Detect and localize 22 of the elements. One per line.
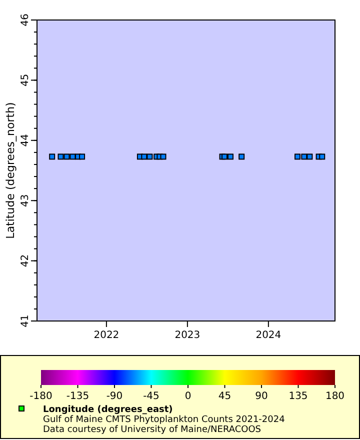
y-tick-label: 44 (20, 134, 31, 147)
y-tick-label: 46 (20, 14, 31, 26)
x-tick-label: 2022 (94, 330, 120, 341)
y-tick-label: 42 (20, 254, 31, 268)
color-bar-title: Longitude (degrees_east) (43, 405, 173, 415)
color-bar-label: 45 (218, 391, 232, 402)
x-tick-label: 2024 (256, 330, 282, 341)
color-bar-label: -135 (66, 391, 90, 402)
y-tick-label: 43 (20, 194, 31, 207)
text: Data courtesy of University of Maine/NERACOOS (43, 425, 262, 435)
color-bar-label: -180 (30, 391, 52, 402)
color-bar-label: 180 (325, 391, 345, 402)
color-bar-label: 90 (255, 391, 268, 402)
color-bar-label: -90 (106, 391, 123, 402)
color-bar-label: -45 (143, 391, 160, 402)
color-bar-label: 0 (184, 391, 192, 402)
y-tick-label: 41 (20, 314, 31, 328)
text: Gulf of Maine CMTS Phytoplankton Counts 2021-2024 (43, 415, 286, 425)
y-axis-title: Latitude (degrees_north) (4, 102, 17, 239)
y-tick-label: 45 (20, 74, 31, 87)
x-tick-label: 2023 (174, 330, 200, 341)
color-bar-label: 135 (288, 391, 308, 402)
